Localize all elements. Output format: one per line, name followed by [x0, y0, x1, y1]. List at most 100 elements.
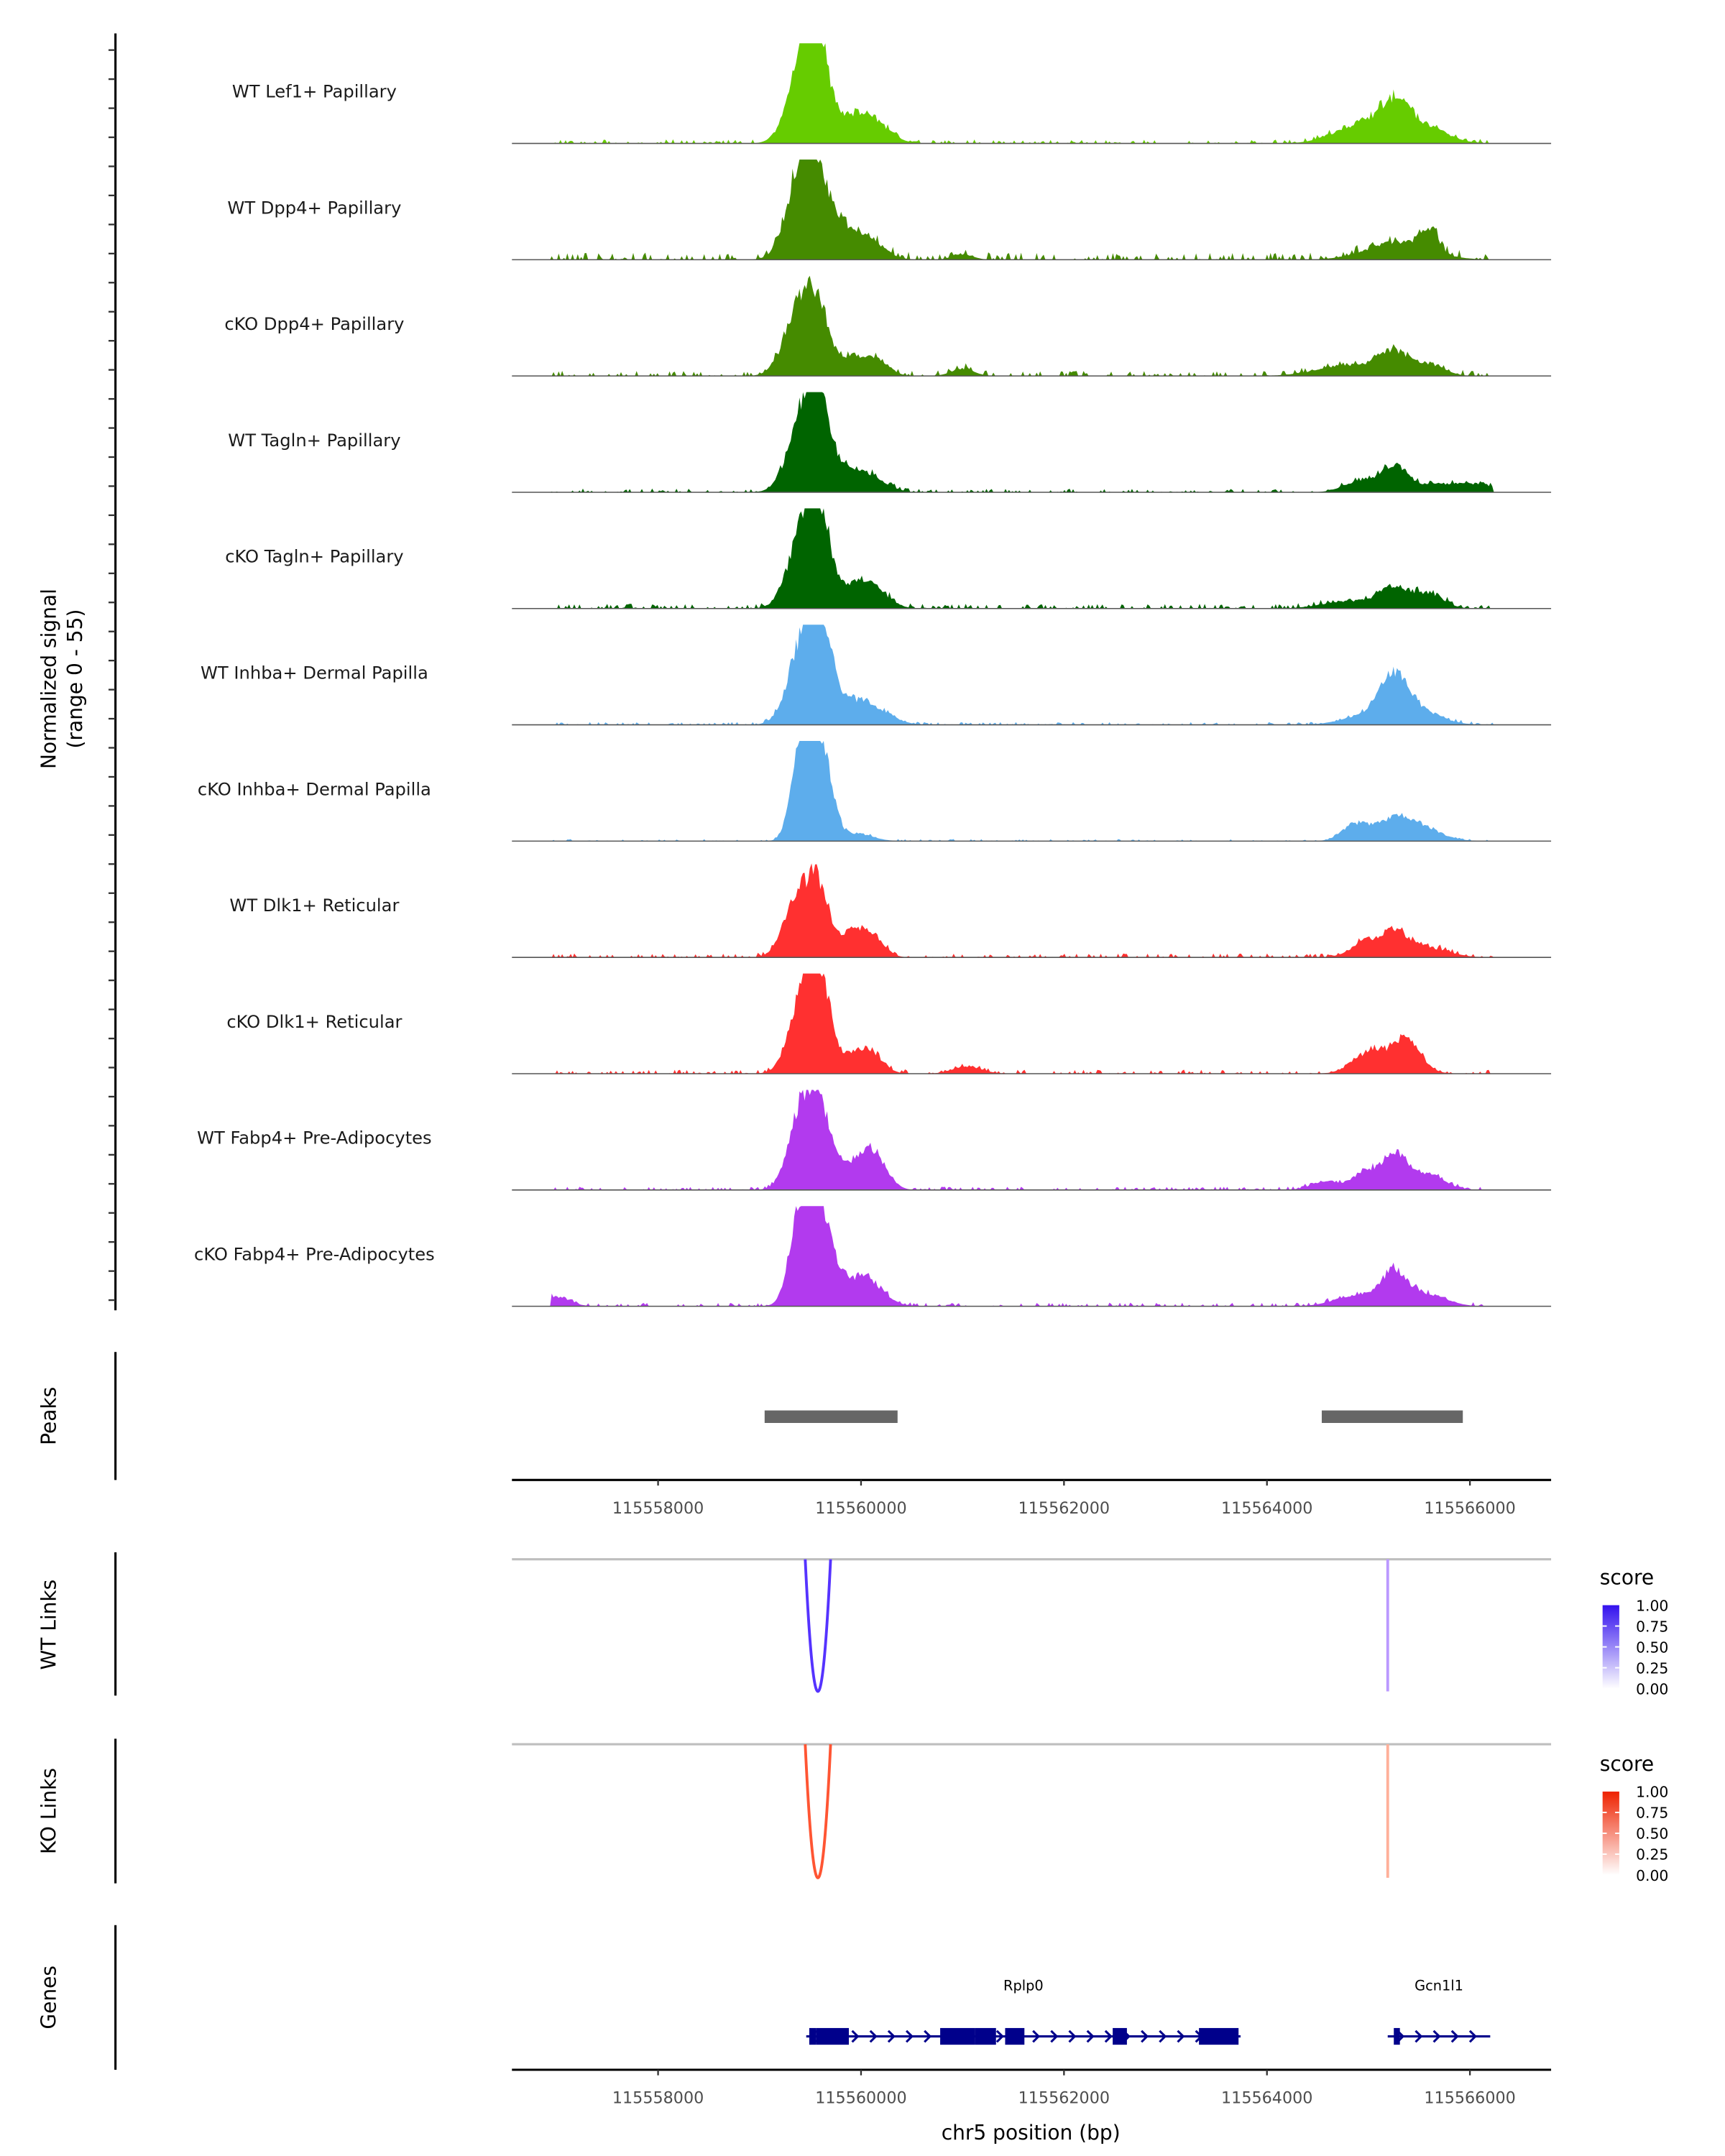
strand-arrow [995, 2030, 1004, 2043]
gene: Gcn1l1 [1387, 1978, 1491, 2045]
strand-arrow [1086, 2030, 1095, 2043]
strand-arrow [1414, 2030, 1423, 2043]
coverage-track: cKO Inhba+ Dermal Papilla [198, 741, 1552, 842]
strand-arrow [887, 2030, 896, 2043]
coverage-area [512, 275, 1552, 377]
strand-arrow [1177, 2030, 1185, 2043]
track-label: cKO Dpp4+ Papillary [224, 314, 404, 334]
exon [1394, 2027, 1400, 2045]
peaks-regions [764, 1410, 1463, 1423]
exon [1113, 2027, 1127, 2045]
legend-tick-label: 1.00 [1636, 1784, 1668, 1801]
track-label: cKO Inhba+ Dermal Papilla [198, 779, 431, 799]
legend-tick-label: 0.75 [1636, 1618, 1668, 1635]
coverage-area [512, 43, 1552, 144]
x-tick-label: 115566000 [1424, 2088, 1515, 2107]
coverage-track: WT Fabp4+ Pre-Adipocytes [197, 1089, 1552, 1191]
track-label: WT Fabp4+ Pre-Adipocytes [197, 1128, 432, 1148]
ko-links-track-label: KO Links [37, 1768, 60, 1854]
gene-label: Gcn1l1 [1414, 1978, 1463, 1994]
strand-arrow [1050, 2030, 1059, 2043]
legend-tick-label: 0.00 [1636, 1680, 1668, 1697]
ko-score-legend: score 1.00 0.75 0.50 0.25 0.00 [1600, 1752, 1669, 1884]
legend-tick-label: 0.25 [1636, 1659, 1668, 1677]
strand-arrow [1141, 2030, 1149, 2043]
x-tick-label: 115558000 [612, 1499, 704, 1518]
peaks-track-label: Peaks [37, 1387, 60, 1445]
legend-tick-label: 0.50 [1636, 1639, 1668, 1656]
link-arc [804, 1559, 832, 1693]
coverage-track: WT Lef1+ Papillary [232, 43, 1552, 144]
coverage-track: cKO Fabp4+ Pre-Adipocytes [194, 1206, 1552, 1307]
strand-arrow [924, 2030, 932, 2043]
x-tick-label: 115560000 [815, 1499, 906, 1518]
strand-arrow [1432, 2030, 1441, 2043]
exon [940, 2027, 975, 2045]
peak-region [1321, 1410, 1463, 1423]
coverage-track: cKO Dpp4+ Papillary [224, 275, 1552, 377]
strand-arrow [1450, 2030, 1459, 2043]
coverage-track: cKO Dlk1+ Reticular [226, 973, 1552, 1074]
legend-tick-label: 1.00 [1636, 1597, 1668, 1614]
x-tick-label: 115564000 [1221, 1499, 1312, 1518]
coverage-area [512, 1089, 1552, 1190]
peak-region [764, 1410, 898, 1423]
coverage-area [512, 392, 1552, 492]
legend-title: score [1600, 1752, 1654, 1776]
coverage-track: WT Dlk1+ Reticular [229, 863, 1552, 958]
strand-arrow [1104, 2030, 1113, 2043]
track-label: cKO Tagln+ Papillary [225, 547, 403, 567]
strand-arrow [1159, 2030, 1167, 2043]
track-label: cKO Fabp4+ Pre-Adipocytes [194, 1245, 435, 1265]
wt-links-track-label: WT Links [37, 1580, 60, 1670]
y-axis-sublabel: (range 0 - 55) [63, 609, 87, 749]
track-label: WT Dlk1+ Reticular [229, 895, 399, 916]
gene-label: Rplp0 [1003, 1978, 1044, 1994]
coverage-area [512, 508, 1552, 609]
genes-track-label: Genes [37, 1966, 60, 2030]
exon [1005, 2027, 1025, 2045]
track-label: WT Lef1+ Papillary [232, 81, 397, 101]
coverage-track: WT Tagln+ Papillary [228, 392, 1552, 493]
coverage-area [512, 863, 1552, 958]
coverage-y-ticks [108, 49, 116, 1302]
y-axis-title: Normalized signal (range 0 - 55) [37, 589, 87, 769]
x-axis-title: chr5 position (bp) [942, 2121, 1121, 2145]
strand-arrow [905, 2030, 914, 2043]
genes: Rplp0 Gcn1l1 [806, 1978, 1491, 2045]
track-label: WT Dpp4+ Papillary [227, 198, 401, 218]
y-axis-label: Normalized signal [37, 589, 60, 769]
x-tick-label: 115562000 [1018, 1499, 1110, 1518]
link-arc [804, 1744, 832, 1879]
x-axis-top-ticks: 115558000 115560000 115562000 115564000 1155… [612, 1480, 1516, 1518]
x-tick-label: 115562000 [1018, 2088, 1110, 2107]
exon [975, 2027, 996, 2045]
strand-arrow [869, 2030, 878, 2043]
wt-score-legend: score 1.00 0.75 0.50 0.25 0.00 [1600, 1566, 1669, 1698]
x-tick-label: 115564000 [1221, 2088, 1312, 2107]
x-tick-label: 115566000 [1424, 1499, 1515, 1518]
strand-arrow [1032, 2030, 1041, 2043]
strand-arrow [1468, 2030, 1477, 2043]
ko-links [804, 1744, 1389, 1879]
x-axis-bottom-ticks: 115558000 115560000 115562000 115564000 1155… [612, 2070, 1516, 2107]
x-tick-label: 115560000 [815, 2088, 906, 2107]
track-label: cKO Dlk1+ Reticular [226, 1012, 402, 1032]
coverage-area [512, 973, 1552, 1074]
exon [1199, 2027, 1239, 2045]
track-label: WT Inhba+ Dermal Papilla [201, 663, 428, 683]
track-label: WT Tagln+ Papillary [228, 430, 400, 451]
strand-arrow [1068, 2030, 1077, 2043]
legend-tick-label: 0.25 [1636, 1846, 1668, 1864]
coverage-area [512, 160, 1552, 260]
strand-arrow [851, 2030, 860, 2043]
coverage-area [512, 1206, 1552, 1307]
coverage-tracks: WT Lef1+ Papillary WT Dpp4+ Papillary cKO … [194, 43, 1552, 1307]
exon [816, 2027, 850, 2045]
legend-tick-label: 0.00 [1636, 1867, 1668, 1884]
legend-title: score [1600, 1566, 1654, 1590]
x-tick-label: 115558000 [612, 2088, 704, 2107]
coverage-track: cKO Tagln+ Papillary [225, 508, 1552, 609]
wt-links [804, 1559, 1389, 1693]
